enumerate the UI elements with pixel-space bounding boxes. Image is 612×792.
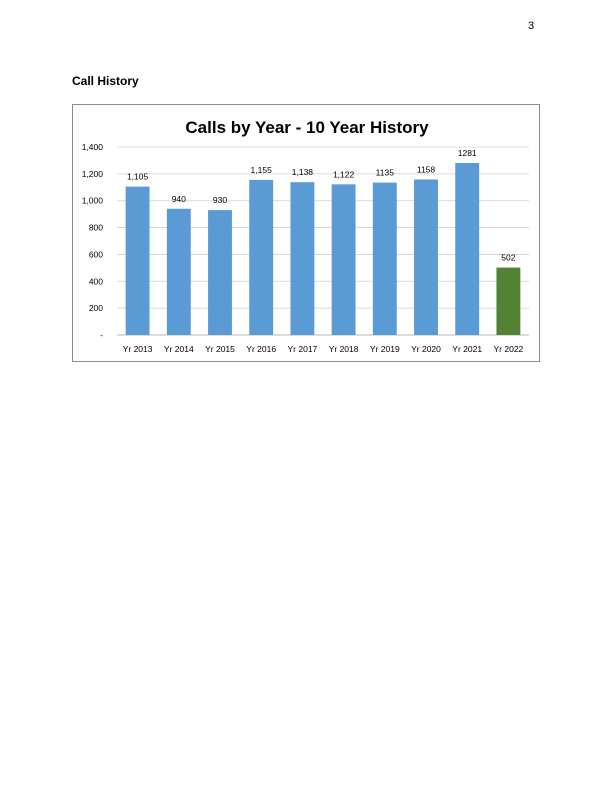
- y-tick-label: 1,200: [82, 169, 104, 179]
- data-label: 1158: [417, 164, 436, 174]
- bar: [414, 179, 438, 335]
- bar: [208, 210, 232, 335]
- x-tick-label: Yr 2018: [329, 344, 359, 354]
- x-tick-label: Yr 2022: [494, 344, 524, 354]
- x-tick-label: Yr 2020: [411, 344, 441, 354]
- x-tick-label: Yr 2013: [123, 344, 153, 354]
- chart-data-labels: 1,105 940 930 1,155 1,138 1,122 1135 1158 1281 50…: [127, 148, 516, 263]
- bar: [125, 186, 150, 335]
- y-tick-label: 200: [89, 303, 103, 313]
- x-tick-label: Yr 2016: [246, 344, 276, 354]
- bar: [249, 179, 274, 335]
- bar: [372, 182, 397, 335]
- bar: [331, 184, 356, 335]
- y-tick-label: 800: [89, 223, 103, 233]
- data-label: 1135: [376, 168, 395, 178]
- y-axis-ticks: - 200 400 600 800 1,000 1,200 1,400: [82, 142, 104, 340]
- bar: [496, 267, 521, 335]
- data-label: 930: [213, 195, 227, 205]
- data-label: 1,155: [251, 165, 273, 175]
- calls-by-year-chart: Calls by Year - 10 Year History - 200 400 6…: [72, 104, 540, 362]
- x-tick-label: Yr 2021: [452, 344, 482, 354]
- y-tick-label: 1,000: [82, 196, 104, 206]
- section-heading: Call History: [72, 74, 139, 88]
- data-label: 1281: [458, 148, 477, 158]
- y-tick-label: -: [100, 330, 103, 340]
- x-tick-label: Yr 2014: [164, 344, 194, 354]
- chart-canvas: Calls by Year - 10 Year History - 200 400 6…: [82, 118, 529, 354]
- data-label: 502: [501, 253, 515, 263]
- x-axis-categories: Yr 2013 Yr 2014 Yr 2015 Yr 2016 Yr 2017 Yr 20…: [123, 344, 524, 354]
- x-tick-label: Yr 2017: [288, 344, 318, 354]
- bar: [455, 162, 480, 335]
- data-label: 940: [172, 194, 186, 204]
- x-tick-label: Yr 2015: [205, 344, 235, 354]
- bar: [166, 208, 191, 335]
- chart-title: Calls by Year - 10 Year History: [185, 118, 429, 137]
- page-number: 3: [528, 20, 535, 32]
- x-tick-label: Yr 2019: [370, 344, 400, 354]
- data-label: 1,105: [127, 172, 149, 182]
- bar: [290, 182, 315, 335]
- chart-bars: [125, 162, 521, 335]
- data-label: 1,138: [292, 167, 314, 177]
- y-tick-label: 600: [89, 249, 103, 259]
- y-tick-label: 1,400: [82, 142, 104, 152]
- y-tick-label: 400: [89, 276, 103, 286]
- data-label: 1,122: [333, 169, 355, 179]
